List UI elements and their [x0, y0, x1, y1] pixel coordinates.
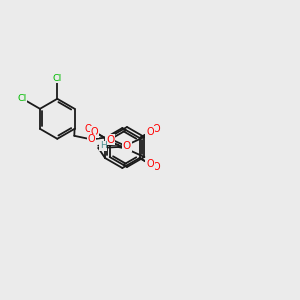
Text: O: O: [106, 134, 115, 145]
Text: O: O: [123, 141, 131, 152]
Text: O: O: [91, 127, 98, 137]
Text: H: H: [100, 142, 107, 151]
Text: O: O: [153, 124, 160, 134]
Text: O: O: [146, 159, 154, 169]
Text: Cl: Cl: [17, 94, 27, 103]
Text: O: O: [88, 134, 95, 144]
Text: Cl: Cl: [53, 74, 62, 83]
Text: O: O: [146, 127, 154, 137]
Text: O: O: [84, 124, 92, 134]
Text: O: O: [153, 162, 160, 172]
